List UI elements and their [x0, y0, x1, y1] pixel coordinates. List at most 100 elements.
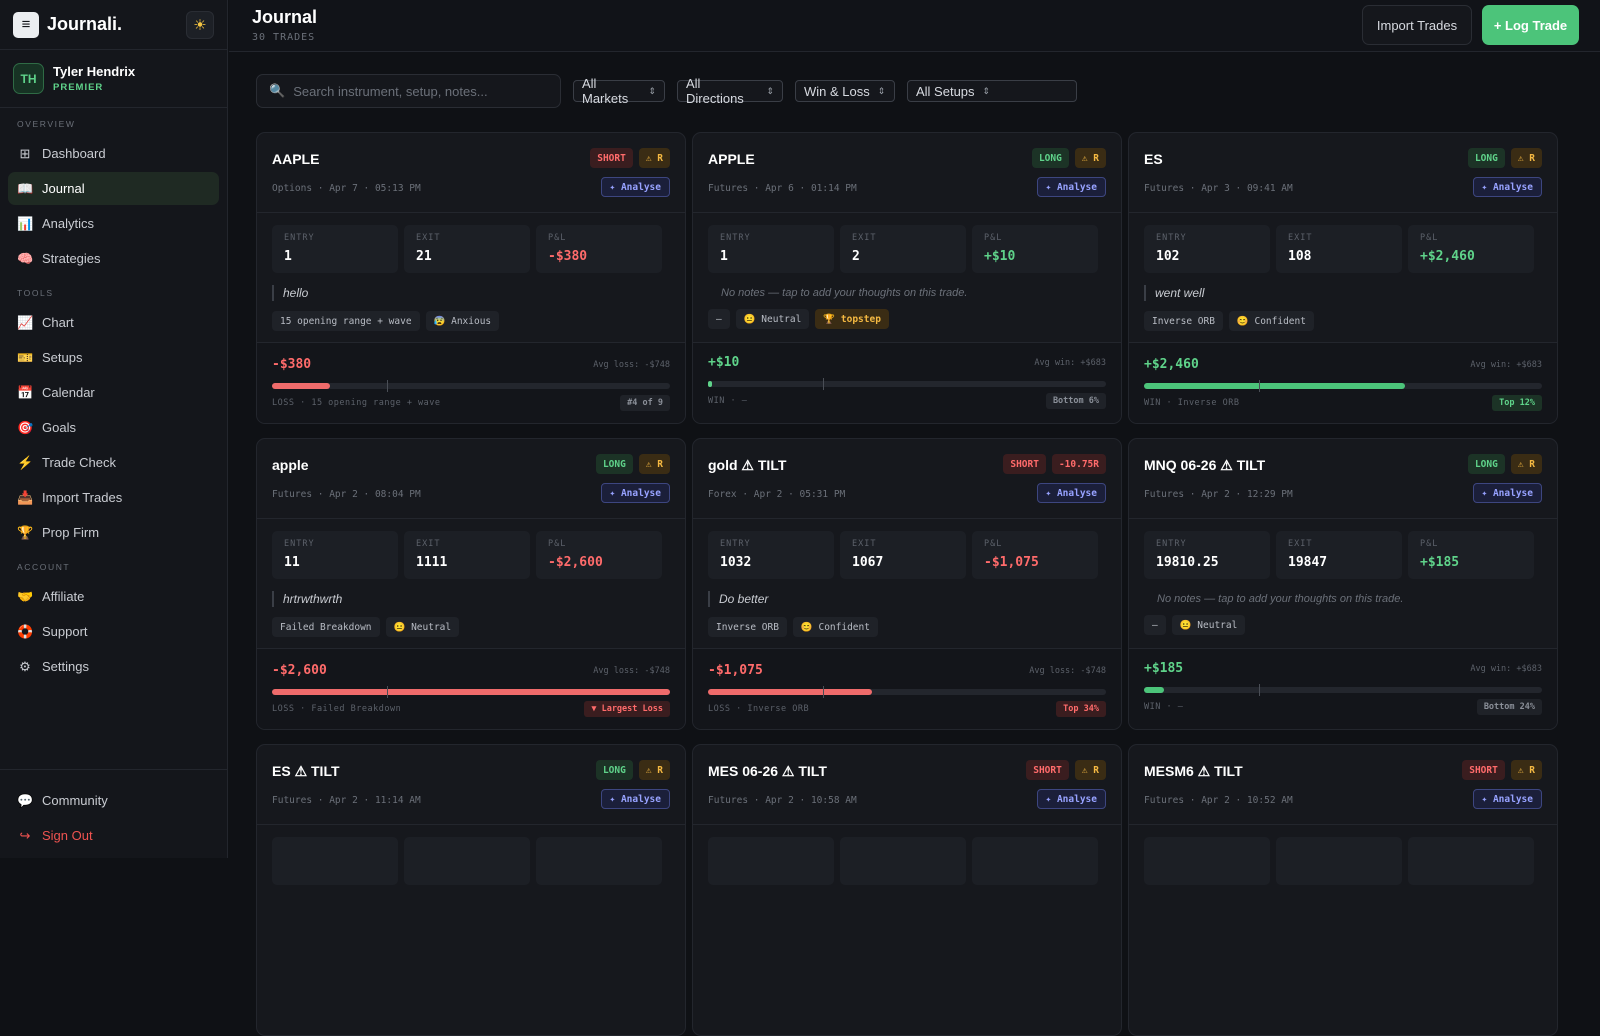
trade-tag: 😰 Anxious [425, 311, 500, 331]
sidebar-item-community[interactable]: 💬 Community [8, 784, 219, 817]
stat-label: ENTRY [1156, 539, 1187, 549]
stat-value: 108 [1288, 249, 1312, 264]
trade-tag: 😊 Confident [1228, 311, 1314, 331]
card-footer: +$10 Avg win: +$683 WIN · — Bottom 6% [693, 342, 1121, 423]
brand-bar: ≡ Journali. ☀ [0, 0, 227, 50]
card-header: AAPLE Options · Apr 7 · 05:13 PM SHORT ⚠ R ✦… [257, 133, 685, 213]
community-icon: 💬 [17, 792, 34, 808]
analyse-button[interactable]: ✦ Analyse [1036, 177, 1106, 197]
filter-select-all-markets[interactable]: All Markets ⇕ [573, 76, 665, 106]
stat-value: 1 [284, 249, 292, 264]
filter-bar: 🔍 All Markets ⇕ All Directions ⇕ Win & Loss ⇕… [256, 74, 1077, 108]
pnl-bar-fill [1144, 383, 1405, 389]
filter-select-all-setups[interactable]: All Setups ⇕ [907, 80, 1077, 102]
trade-count: 30 TRADES [252, 32, 316, 43]
trade-card[interactable]: MESM6 ⚠ TILT Futures · Apr 2 · 10:52 AM SH… [1128, 744, 1558, 1036]
stat-entry: ENTRY 1 [272, 225, 398, 273]
pnl-bar [1144, 380, 1542, 392]
average-marker [1259, 684, 1261, 696]
sun-icon[interactable]: ☀ [186, 10, 214, 39]
user-name: Tyler Hendrix [53, 64, 136, 79]
stat-placeholder [972, 837, 1098, 885]
trade-card[interactable]: gold ⚠ TILT Forex · Apr 2 · 05:31 PM SHORT… [692, 438, 1122, 730]
card-body: ENTRY 1032 EXIT 1067 P&L -$1,075 Do better Inve… [693, 519, 1121, 648]
analyse-button[interactable]: ✦ Analyse [600, 483, 670, 503]
search-box[interactable]: 🔍 [256, 74, 561, 108]
card-header: apple Futures · Apr 2 · 08:04 PM LONG ⚠ R ✦ … [257, 439, 685, 519]
card-footer: +$185 Avg win: +$683 WIN · — Bottom 24% [1129, 648, 1557, 729]
analyse-button[interactable]: ✦ Analyse [1472, 789, 1542, 809]
average-pnl: Avg loss: -$748 [593, 666, 670, 676]
sidebar-item-chart[interactable]: 📈 Chart [8, 306, 219, 339]
trade-tag: — [708, 309, 730, 329]
sidebar-item-label: Chart [42, 315, 74, 330]
trade-note[interactable]: Do better [708, 591, 768, 607]
log-trade-button[interactable]: + Log Trade [1482, 5, 1579, 45]
analyse-button[interactable]: ✦ Analyse [600, 177, 670, 197]
trade-card[interactable]: MES 06-26 ⚠ TILT Futures · Apr 2 · 10:58 … [692, 744, 1122, 1036]
trade-note[interactable]: hello [272, 285, 308, 301]
sidebar-item-strategies[interactable]: 🧠 Strategies [8, 242, 219, 275]
trade-meta: Futures · Apr 2 · 12:29 PM [1144, 489, 1293, 500]
sidebar-item-settings[interactable]: ⚙ Settings [8, 650, 219, 683]
tag-list: Failed Breakdown 😐 Neutral [272, 617, 465, 637]
sidebar-item-import-trades[interactable]: 📥 Import Trades [8, 481, 219, 514]
analyse-button[interactable]: ✦ Analyse [1472, 177, 1542, 197]
filter-select-win-loss[interactable]: Win & Loss ⇕ [795, 80, 895, 102]
filter-select-all-directions[interactable]: All Directions ⇕ [677, 76, 783, 106]
sidebar-item-label: Setups [42, 350, 83, 365]
search-input[interactable] [293, 83, 544, 99]
sidebar-item-goals[interactable]: 🎯 Goals [8, 411, 219, 444]
sidebar-item-label: Settings [42, 659, 89, 674]
analyse-button[interactable]: ✦ Analyse [600, 789, 670, 809]
sidebar-footer: 💬 Community ↪ Sign Out [0, 769, 227, 858]
trade-card[interactable]: apple Futures · Apr 2 · 08:04 PM LONG ⚠ R ✦ … [256, 438, 686, 730]
trade-card[interactable]: ES ⚠ TILT Futures · Apr 2 · 11:14 AM LONG ⚠… [256, 744, 686, 1036]
sidebar-item-analytics[interactable]: 📊 Analytics [8, 207, 219, 240]
search-icon: 🔍 [269, 83, 286, 98]
stat-label: P&L [548, 539, 567, 549]
trade-note[interactable]: went well [1144, 285, 1204, 301]
card-header: gold ⚠ TILT Forex · Apr 2 · 05:31 PM SHORT… [693, 439, 1121, 519]
footer-pnl: +$10 [708, 355, 740, 370]
sidebar-item-calendar[interactable]: 📅 Calendar [8, 376, 219, 409]
chevron-updown-icon: ⇕ [877, 85, 886, 96]
sidebar-item-affiliate[interactable]: 🤝 Affiliate [8, 580, 219, 613]
stat-value: +$10 [984, 249, 1016, 264]
stat-label: ENTRY [284, 539, 315, 549]
import-trades-button[interactable]: Import Trades [1362, 5, 1472, 45]
trade-note[interactable]: hrtrwthwrth [272, 591, 342, 607]
sidebar-item-journal[interactable]: 📖 Journal [8, 172, 219, 205]
trade-card[interactable]: APPLE Futures · Apr 6 · 01:14 PM LONG ⚠ R ✦ … [692, 132, 1122, 424]
user-profile[interactable]: TH Tyler Hendrix PREMIER [0, 50, 227, 108]
stat-value: -$2,600 [548, 555, 603, 570]
card-header: APPLE Futures · Apr 6 · 01:14 PM LONG ⚠ R ✦ … [693, 133, 1121, 213]
sidebar-item-prop-firm[interactable]: 🏆 Prop Firm [8, 516, 219, 549]
analyse-button[interactable]: ✦ Analyse [1036, 483, 1106, 503]
trade-card[interactable]: MNQ 06-26 ⚠ TILT Futures · Apr 2 · 12:29 … [1128, 438, 1558, 730]
sidebar-item-dashboard[interactable]: ⊞ Dashboard [8, 137, 219, 170]
page-title: Journal [252, 7, 318, 27]
sidebar-item-trade-check[interactable]: ⚡ Trade Check [8, 446, 219, 479]
badge-group: LONG ⚠ R [590, 760, 670, 780]
stat-value: -$1,075 [984, 555, 1039, 570]
trade-card[interactable]: AAPLE Options · Apr 7 · 05:13 PM SHORT ⚠ R ✦… [256, 132, 686, 424]
chevron-updown-icon: ⇕ [648, 85, 656, 96]
direction-badge: LONG [1467, 454, 1505, 474]
stat-placeholder [1144, 837, 1270, 885]
sidebar-item-setups[interactable]: 🎫 Setups [8, 341, 219, 374]
trade-symbol: MNQ 06-26 ⚠ TILT [1144, 457, 1266, 473]
average-marker [823, 686, 825, 698]
trade-note[interactable]: No notes — tap to add your thoughts on t… [721, 287, 968, 299]
analyse-button[interactable]: ✦ Analyse [1036, 789, 1106, 809]
stat-entry: ENTRY 1 [708, 225, 834, 273]
nav-section-label: OVERVIEW [17, 119, 76, 129]
trade-symbol: APPLE [708, 151, 755, 167]
card-body: ENTRY 1 EXIT 21 P&L -$380 hello 15 opening rang… [257, 213, 685, 342]
sidebar-item-support[interactable]: 🛟 Support [8, 615, 219, 648]
trade-note[interactable]: No notes — tap to add your thoughts on t… [1157, 593, 1404, 605]
analyse-button[interactable]: ✦ Analyse [1472, 483, 1542, 503]
sidebar-item-sign-out[interactable]: ↪ Sign Out [8, 819, 219, 852]
trade-card[interactable]: ES Futures · Apr 3 · 09:41 AM LONG ⚠ R ✦ Ana… [1128, 132, 1558, 424]
sidebar-item-label: Support [42, 624, 88, 639]
